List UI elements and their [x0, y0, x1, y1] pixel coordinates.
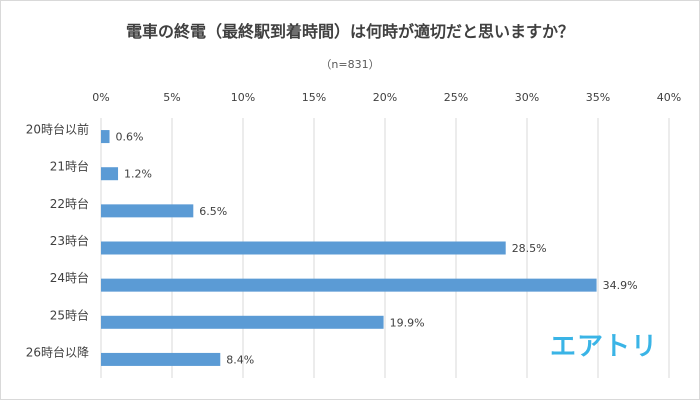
value-label: 0.6% — [116, 131, 144, 144]
category-labels: 20時台以前 21時台 22時台 23時台 24時台 25時台 26時台以降 — [26, 122, 89, 360]
category-label: 20時台以前 — [26, 122, 89, 137]
x-axis-ticks: 0% 5% 10% 15% 20% 25% 30% 35% 40% — [92, 91, 681, 104]
chart-subtitle: （n=831） — [320, 58, 380, 71]
bar — [101, 278, 597, 292]
bars — [101, 130, 597, 366]
bar — [101, 167, 119, 181]
bar — [101, 241, 506, 255]
brand-logo: エアトリ — [550, 332, 659, 362]
bar — [101, 352, 221, 366]
bar — [101, 204, 194, 218]
x-tick-label: 25% — [444, 91, 468, 104]
chart-title: 電車の終電（最終駅到着時間）は何時が適切だと思いますか？ — [125, 22, 574, 41]
x-tick-label: 20% — [373, 91, 397, 104]
value-label: 1.2% — [124, 168, 152, 181]
category-label: 23時台 — [50, 233, 89, 248]
bar — [101, 315, 384, 329]
x-tick-label: 40% — [657, 91, 681, 104]
value-label: 28.5% — [512, 242, 547, 255]
value-labels: 0.6% 1.2% 6.5% 28.5% 34.9% 19.9% 8.4% — [116, 131, 638, 367]
category-label: 26時台以降 — [26, 344, 89, 359]
bar — [101, 130, 110, 144]
x-tick-label: 30% — [515, 91, 539, 104]
x-tick-label: 10% — [231, 91, 255, 104]
value-label: 8.4% — [226, 353, 254, 366]
category-label: 22時台 — [50, 196, 89, 211]
category-label: 21時台 — [50, 159, 89, 174]
value-label: 34.9% — [603, 279, 638, 292]
x-tick-label: 0% — [92, 91, 109, 104]
x-tick-label: 5% — [163, 91, 180, 104]
value-label: 6.5% — [199, 205, 227, 218]
x-tick-label: 35% — [586, 91, 610, 104]
x-tick-label: 15% — [302, 91, 326, 104]
value-label: 19.9% — [390, 316, 425, 329]
category-label: 24時台 — [50, 270, 89, 285]
category-label: 25時台 — [50, 307, 89, 322]
